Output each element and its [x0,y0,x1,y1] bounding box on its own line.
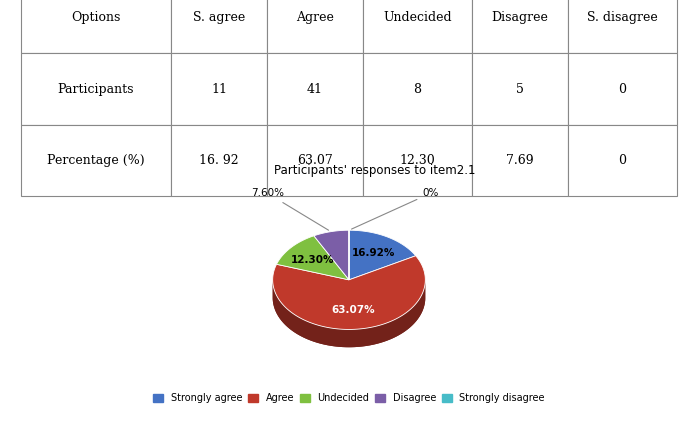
Text: 0%: 0% [352,188,438,229]
Text: 7.60%: 7.60% [251,188,329,230]
Polygon shape [273,256,425,329]
Text: 16.92%: 16.92% [351,248,394,258]
Polygon shape [273,280,425,347]
Polygon shape [273,282,425,347]
Text: 12.30%: 12.30% [291,255,335,265]
Polygon shape [314,230,349,280]
Polygon shape [276,236,349,280]
Text: Participants' responses to item2.1: Participants' responses to item2.1 [274,164,475,177]
Text: 63.07%: 63.07% [332,305,376,315]
Polygon shape [349,230,416,280]
Legend: Strongly agree, Agree, Undecided, Disagree, Strongly disagree: Strongly agree, Agree, Undecided, Disagr… [149,390,549,407]
